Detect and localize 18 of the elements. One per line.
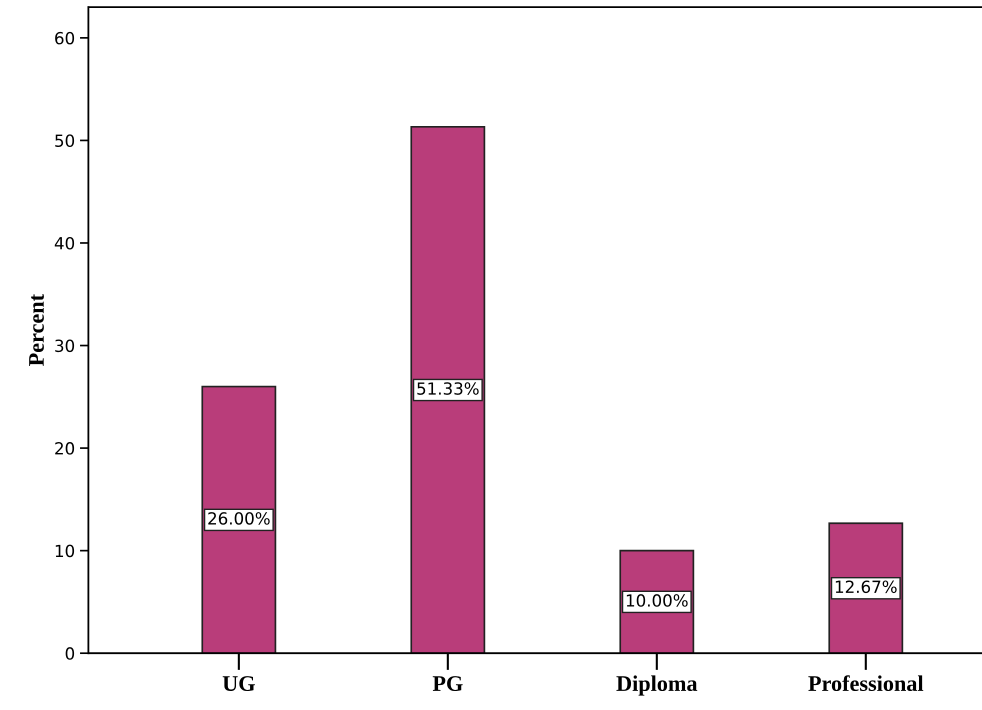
- y-tick-label: 0: [66, 647, 74, 660]
- y-tick-label: 40: [54, 236, 74, 250]
- data-label: 51.33%: [417, 382, 479, 395]
- bar: [201, 386, 276, 654]
- y-axis-title: Percent: [29, 294, 44, 366]
- y-tick-label: 10: [56, 544, 74, 558]
- y-tick-label: 60: [55, 32, 74, 44]
- y-tick-label: 20: [55, 442, 74, 455]
- y-tick-label: 50: [55, 134, 74, 147]
- data-label: 10.00%: [626, 594, 688, 607]
- x-tick-label: UG: [222, 676, 255, 692]
- x-tick-label: Diploma: [616, 675, 698, 696]
- x-tick-label: PG: [432, 676, 463, 692]
- x-tick-label: Professional: [808, 675, 924, 692]
- data-label: 26.00%: [208, 512, 270, 525]
- bar: [410, 126, 486, 654]
- y-tick-label: 30: [55, 339, 74, 352]
- data-label: 12.67%: [836, 580, 897, 594]
